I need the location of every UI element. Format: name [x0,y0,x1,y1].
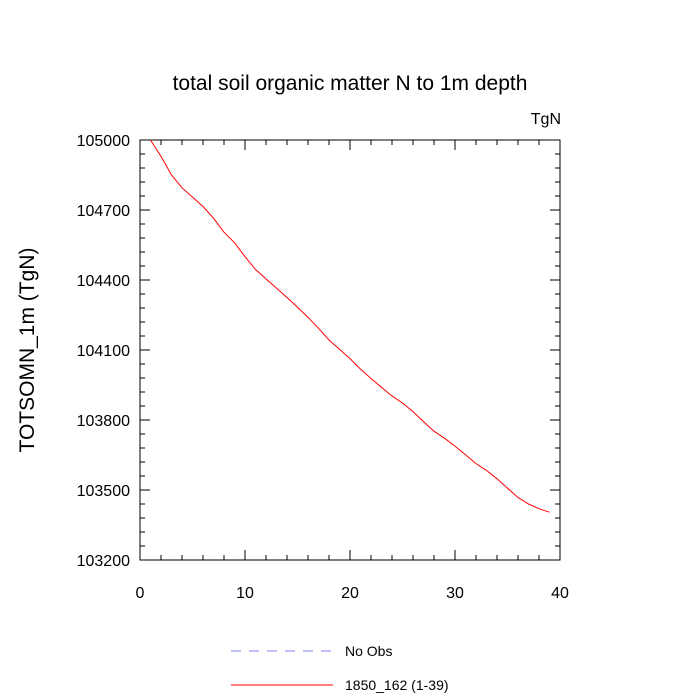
legend: No Obs 1850_162 (1-39) [231,643,449,693]
y-tick-label: 105000 [77,133,130,150]
y-tick-label: 103800 [77,413,130,430]
x-axis: 0 10 20 30 40 [136,140,569,602]
legend-label-0: No Obs [345,643,392,659]
y-tick-label: 104700 [77,203,130,220]
y-tick-label: 104400 [77,273,130,290]
y-tick-label: 103200 [77,553,130,570]
plot-frame [139,139,561,561]
series-layer [150,139,550,513]
chart-title: total soil organic matter N to 1m depth [173,72,528,95]
legend-label-1: 1850_162 (1-39) [345,677,449,693]
x-tick-label: 10 [236,585,254,602]
x-tick-label: 0 [136,585,145,602]
y-tick-label: 103500 [77,483,130,500]
x-tick-label: 30 [446,585,464,602]
y-axis-label: TOTSOMN_1m (TgN) [16,248,39,453]
units-label: TgN [531,111,561,128]
x-tick-label: 40 [551,585,569,602]
y-tick-label: 104100 [77,343,130,360]
series-line-1 [150,139,550,513]
y-axis: 103200 103500 103800 104100 104400 104700 1050… [77,133,560,570]
x-tick-label: 20 [341,585,359,602]
